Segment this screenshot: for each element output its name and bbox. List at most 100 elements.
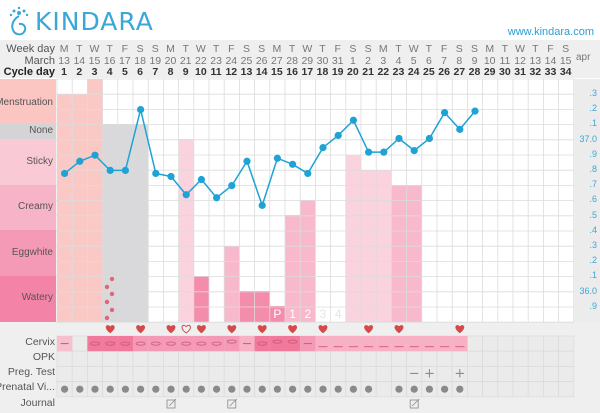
cycle_days-cell: 31: [514, 66, 526, 78]
weekdays-cell: F: [121, 43, 129, 55]
temperature-point-day-4: [106, 166, 114, 174]
cycle_days-cell: 16: [286, 66, 298, 78]
bottom-cell: [467, 381, 483, 398]
next-month-label: apr: [576, 52, 591, 63]
bottom-cell: [497, 366, 514, 382]
temperature-point-day-9: [182, 191, 190, 199]
bottom-cell: [543, 335, 559, 352]
temperature-point-day-14: [258, 201, 266, 209]
bottom-cell: [375, 350, 392, 367]
cervix-oval: [226, 339, 237, 344]
dates-cell: 24: [225, 55, 238, 67]
prenatal-dot: [61, 385, 69, 393]
bottom-cell: [467, 335, 483, 352]
temperature-point-day-24: [410, 147, 418, 155]
temperature-point-day-17: [304, 169, 312, 178]
journal-pen-icon: [168, 398, 177, 407]
heart-icon: [257, 325, 267, 334]
cycle_days-cell: 9: [182, 66, 189, 78]
temperature-point-day-27: [456, 125, 464, 133]
weekdays-cell: T: [106, 43, 113, 55]
spotting-dot: [104, 299, 110, 305]
temp-axis-label: .3: [589, 88, 597, 98]
fluid-label: None: [29, 125, 53, 136]
dates-cell: 14: [73, 55, 86, 67]
weekdays-cell: S: [151, 43, 159, 55]
bottom-cell: [178, 350, 195, 367]
bottom-cell: [178, 366, 195, 382]
bottom-cell: [527, 366, 544, 382]
bottom-cell: [299, 366, 316, 382]
cervix-oval: [120, 341, 131, 346]
temperature-point-day-22: [380, 148, 388, 156]
cervix-oval: [166, 341, 176, 346]
dates-cell: 10: [483, 55, 496, 67]
bottom-cell: [330, 366, 347, 382]
weekdays-cell: F: [547, 43, 554, 55]
bottom-row-label: Prenatal Vi...: [0, 381, 55, 393]
calendar-header: Week day March Cycle day M 13 1 T 14 2 W 15 3 T 16…: [0, 40, 600, 78]
bottom-cell: [360, 350, 377, 367]
cycle_days-cell: 27: [453, 66, 466, 78]
weekdays-cell: T: [212, 43, 220, 55]
temp-axis-label: .2: [589, 255, 597, 266]
temperature-point-day-26: [441, 109, 449, 117]
weekdays-cell: S: [470, 43, 478, 55]
fluid-bar-day-1: [57, 94, 73, 322]
cycle_days-cell: 4: [106, 66, 113, 78]
cycle_days-cell: 13: [240, 66, 253, 78]
weekdays-cell: T: [501, 43, 509, 55]
bottom-cell: [208, 366, 225, 382]
cervix-cell-day-11: [209, 336, 225, 352]
bottom-cell: [269, 350, 286, 367]
prenatal-dot: [243, 385, 251, 393]
cycle-day-row-label: Cycle day: [3, 66, 55, 78]
temperature-point-day-21: [365, 148, 373, 156]
cervix-oval: [150, 341, 161, 346]
bottom-cell: [163, 350, 179, 367]
bottom-cell: [391, 350, 407, 367]
fluid-bar-day-9: [178, 139, 194, 322]
weekdays-cell: F: [228, 43, 235, 55]
cycle_days-cell: 20: [347, 66, 359, 78]
prenatal-dot: [319, 385, 327, 393]
dates-cell: 25: [240, 55, 253, 67]
weekdays-cell: T: [425, 43, 433, 55]
peak-label: 4: [335, 307, 342, 321]
fluid-bar-day-14: [254, 291, 270, 322]
fluid-bar-day-20: [345, 155, 361, 322]
bottom-cell: [269, 366, 286, 382]
bottom-cell: [345, 350, 362, 367]
weekdays-cell: T: [532, 43, 539, 55]
temperature-point-day-6: [137, 106, 145, 114]
bottom-cell: [558, 381, 575, 398]
cervix-cell-day-8: [163, 336, 179, 352]
fluid-bar-day-5: [117, 124, 133, 322]
bottom-cell: [117, 350, 134, 367]
dates-cell: 1: [349, 55, 356, 67]
dates-cell: 16: [103, 55, 116, 67]
bottom-cell: [497, 350, 514, 367]
cervix-cell-day-6: [133, 336, 149, 352]
temperature-point-day-15: [273, 154, 281, 162]
bottom-cell: [223, 350, 240, 367]
temperature-point-day-1: [61, 169, 69, 178]
cervix-oval: [196, 341, 207, 346]
temperature-point-day-25: [425, 134, 433, 143]
cervix-cell-day-25: [421, 336, 437, 352]
cycle_days-cell: 30: [499, 66, 511, 78]
bottom-cell: [543, 350, 559, 367]
cycle_days-cell: 26: [438, 66, 450, 78]
temp-axis-label: .8: [589, 164, 597, 174]
website-link[interactable]: www.kindara.com: [507, 26, 594, 38]
bottom-cell: [406, 350, 423, 367]
bottom-cell: [132, 350, 149, 367]
dates-cell: 7: [441, 55, 448, 67]
fluid-band-4: [0, 230, 56, 276]
bottom-cell: [467, 366, 483, 382]
bottom-cell: [315, 366, 331, 382]
prenatal-dot: [137, 385, 145, 393]
temperature-point-day-16: [289, 160, 297, 168]
bottom-cell: [330, 350, 347, 367]
bottom-cell: [543, 381, 559, 398]
